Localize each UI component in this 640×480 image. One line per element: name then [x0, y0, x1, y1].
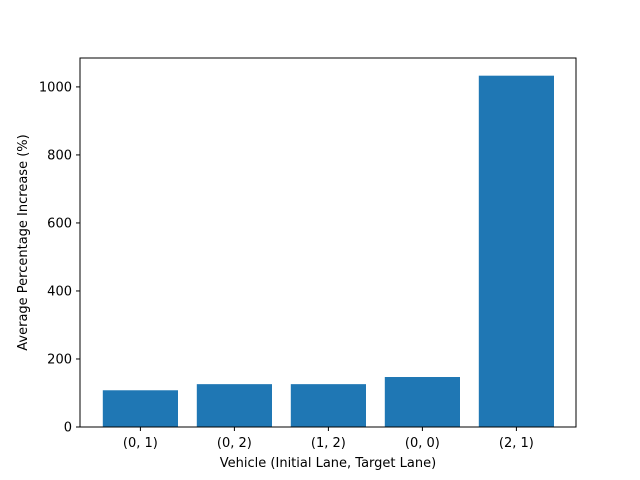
x-axis-label: Vehicle (Initial Lane, Target Lane)	[220, 456, 436, 471]
y-tick-label: 400	[47, 284, 72, 299]
y-axis: 0 200 400 600 800 1000	[39, 80, 80, 436]
bar-2	[290, 384, 366, 427]
bar-3	[384, 377, 460, 427]
bars-group	[102, 75, 554, 428]
bar-0	[102, 390, 178, 427]
y-tick-label: 200	[47, 352, 72, 367]
x-axis: (0, 1) (0, 2) (1, 2) (0, 0) (2, 1)	[123, 427, 534, 451]
bar-1	[196, 384, 272, 427]
bar-4	[478, 75, 554, 428]
y-tick-label: 600	[47, 216, 72, 231]
x-tick-label: (0, 2)	[217, 436, 252, 451]
x-tick-label: (0, 0)	[405, 436, 440, 451]
y-tick-label: 1000	[39, 80, 72, 95]
x-tick-label: (0, 1)	[123, 436, 158, 451]
y-axis-label: Average Percentage Increase (%)	[16, 134, 31, 350]
y-tick-label: 800	[47, 148, 72, 163]
x-tick-label: (1, 2)	[311, 436, 346, 451]
x-tick-label: (2, 1)	[499, 436, 534, 451]
y-tick-label: 0	[64, 421, 72, 436]
